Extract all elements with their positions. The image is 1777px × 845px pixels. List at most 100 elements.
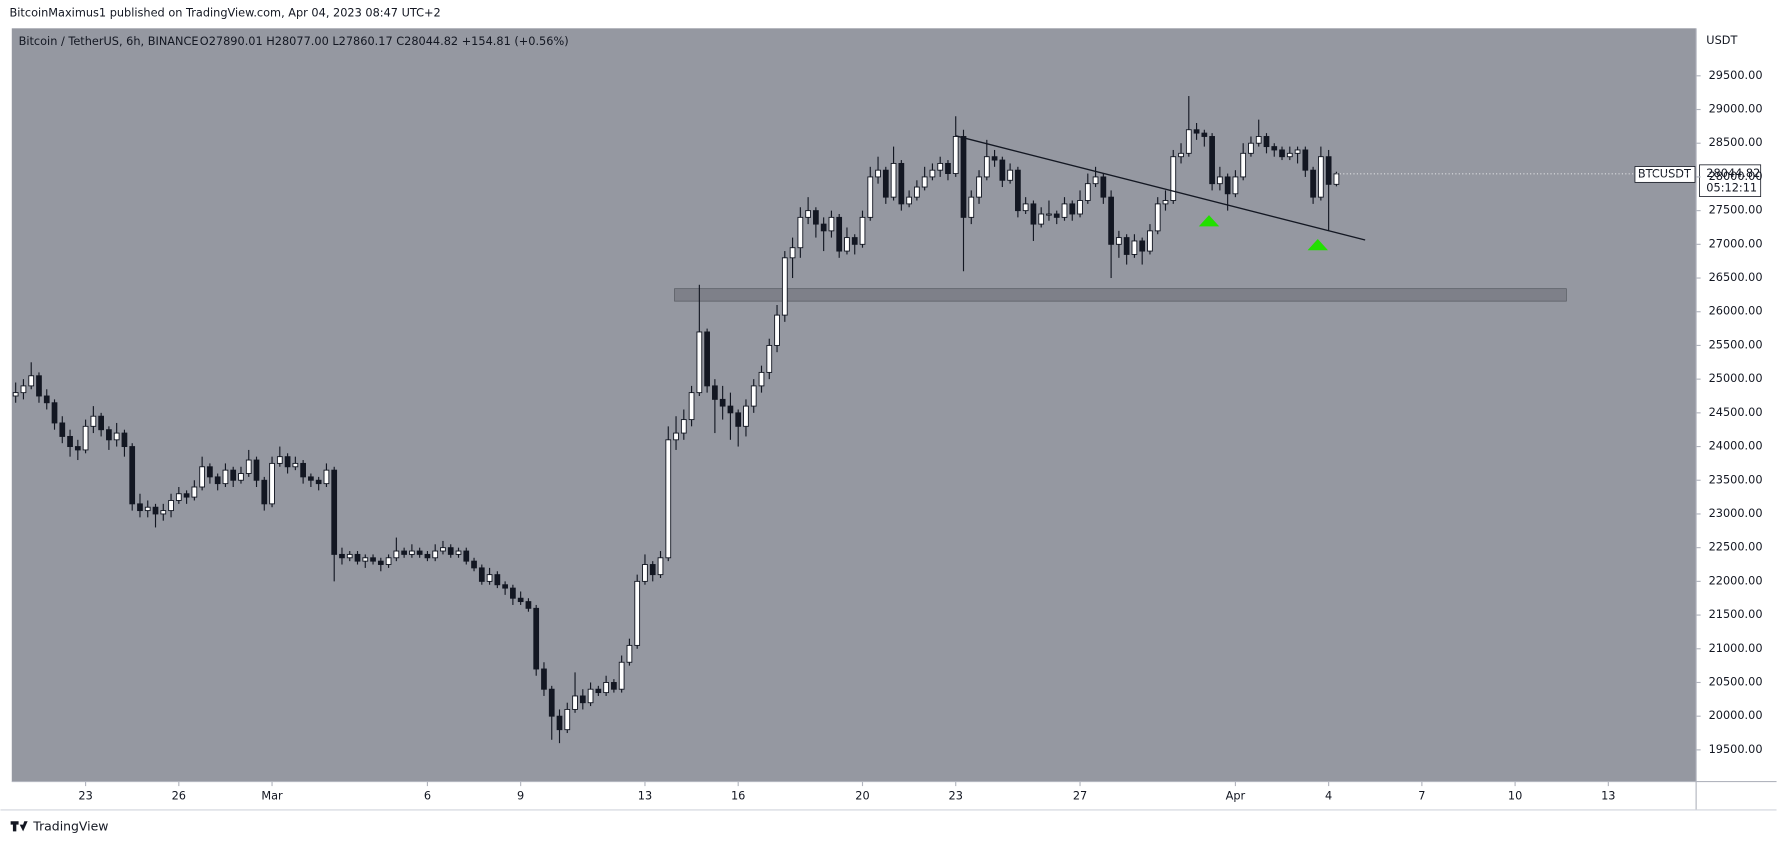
candle-body bbox=[1030, 203, 1037, 225]
candle-body bbox=[129, 446, 136, 505]
candle-body bbox=[175, 493, 182, 501]
candle-body bbox=[611, 682, 617, 690]
candle-body bbox=[914, 186, 920, 198]
candle-body bbox=[1092, 176, 1099, 185]
candle-body bbox=[440, 547, 446, 552]
candle-body bbox=[750, 385, 757, 407]
y-tick-label: 22000.00 bbox=[1709, 573, 1763, 587]
candle-body bbox=[494, 574, 501, 586]
candle-body bbox=[1123, 237, 1130, 255]
candle-body bbox=[1061, 203, 1068, 218]
candle-body bbox=[1294, 149, 1301, 154]
candle-body bbox=[486, 574, 493, 582]
candle-body bbox=[1108, 196, 1114, 245]
candle-body bbox=[525, 601, 532, 609]
candle-body bbox=[781, 257, 788, 316]
candle-body bbox=[548, 688, 555, 717]
y-tick-label: 21000.00 bbox=[1709, 641, 1763, 655]
y-tick-label: 24000.00 bbox=[1709, 439, 1763, 453]
y-tick-label: 21500.00 bbox=[1709, 607, 1763, 621]
candle-body bbox=[797, 216, 804, 249]
candle-body bbox=[1224, 176, 1231, 195]
candle-body bbox=[432, 550, 439, 559]
candle-body bbox=[28, 375, 35, 387]
candle-body bbox=[1100, 176, 1107, 198]
candle-body bbox=[673, 432, 679, 441]
candle-body bbox=[572, 695, 578, 710]
up-marker bbox=[1307, 238, 1328, 251]
candle-body bbox=[20, 385, 27, 394]
candle-body bbox=[556, 715, 563, 731]
candle-body bbox=[222, 469, 229, 485]
candle-body bbox=[370, 557, 376, 562]
candle-body bbox=[1139, 240, 1146, 252]
candle-body bbox=[401, 550, 407, 555]
x-tick-label: 4 bbox=[1325, 788, 1332, 802]
y-tick-label: 23000.00 bbox=[1709, 506, 1763, 520]
up-marker bbox=[1198, 215, 1220, 227]
y-tick-label: 29500.00 bbox=[1709, 68, 1763, 82]
candle-body bbox=[999, 159, 1006, 181]
candle-body bbox=[626, 644, 633, 663]
candle-body bbox=[323, 469, 330, 485]
support-zone bbox=[674, 288, 1567, 302]
y-tick-label: 25500.00 bbox=[1709, 337, 1763, 351]
candle-body bbox=[160, 510, 167, 515]
candle-body bbox=[1131, 240, 1138, 255]
candle-body bbox=[1201, 132, 1208, 137]
candle-body bbox=[1232, 176, 1239, 195]
candle-body bbox=[471, 560, 477, 569]
y-tick-label: 29000.00 bbox=[1709, 102, 1763, 116]
last-price-box bbox=[1699, 164, 1762, 197]
candle-body bbox=[137, 503, 143, 512]
candle-body bbox=[1170, 156, 1177, 201]
candle-body bbox=[805, 210, 811, 218]
candle-body bbox=[121, 432, 128, 448]
candle-body bbox=[82, 425, 89, 451]
candle-body bbox=[983, 156, 990, 178]
candle-body bbox=[603, 682, 609, 694]
candle-body bbox=[579, 695, 586, 704]
candle-body bbox=[657, 557, 664, 576]
candle-body bbox=[230, 469, 237, 481]
candle-body bbox=[1022, 203, 1029, 212]
candle-body bbox=[183, 493, 190, 498]
candle-body bbox=[385, 557, 392, 565]
symbol-tag: BTCUSDT bbox=[1638, 166, 1691, 180]
candle-body bbox=[517, 597, 524, 603]
candle-body bbox=[1084, 183, 1091, 201]
candle-body bbox=[587, 688, 594, 704]
candle-body bbox=[1178, 152, 1184, 158]
candle-body bbox=[346, 553, 353, 559]
candle-body bbox=[416, 550, 423, 555]
candle-body bbox=[168, 500, 174, 512]
candle-body bbox=[199, 466, 205, 488]
y-axis-label: USDT bbox=[1706, 33, 1737, 47]
candle-body bbox=[665, 439, 672, 559]
candle-body bbox=[882, 169, 889, 198]
y-tick-label: 26000.00 bbox=[1709, 304, 1763, 318]
trendline bbox=[955, 135, 1366, 241]
candle-body bbox=[409, 550, 415, 555]
x-tick-label: 6 bbox=[424, 788, 431, 802]
candle-body bbox=[836, 216, 843, 252]
candle-body bbox=[867, 176, 874, 218]
candle-body bbox=[354, 553, 361, 562]
candle-body bbox=[758, 371, 765, 387]
candle-body bbox=[1333, 173, 1340, 185]
candle-body bbox=[113, 432, 120, 441]
x-tick-label: 27 bbox=[1073, 788, 1087, 802]
candle-body bbox=[680, 419, 687, 434]
candle-body bbox=[447, 547, 454, 555]
candle-body bbox=[898, 162, 905, 205]
candle-body bbox=[618, 661, 625, 690]
candle-body bbox=[1302, 149, 1309, 171]
y-tick-label: 27500.00 bbox=[1709, 203, 1763, 217]
candle-body bbox=[510, 587, 516, 599]
candle-body bbox=[245, 459, 252, 474]
candle-body bbox=[735, 412, 742, 427]
candle-body bbox=[478, 567, 485, 582]
candle-body bbox=[1185, 129, 1192, 154]
candle-body bbox=[929, 169, 936, 178]
